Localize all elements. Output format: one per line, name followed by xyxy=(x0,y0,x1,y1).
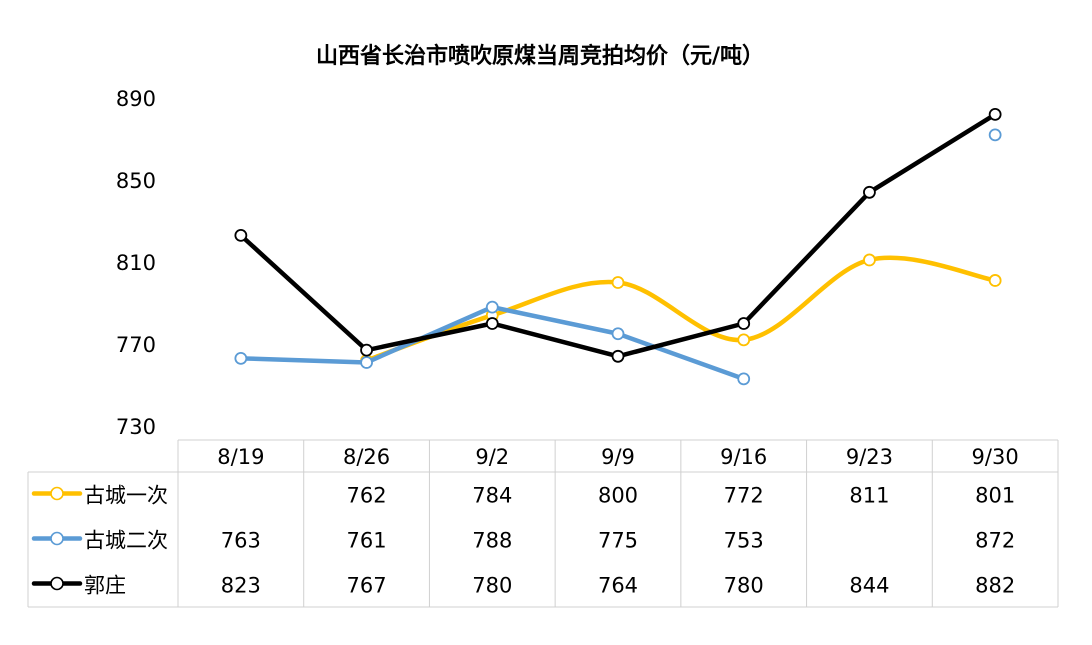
table-cell-value: 762 xyxy=(347,484,387,508)
y-tick-label: 810 xyxy=(116,251,156,275)
data-point xyxy=(611,349,625,363)
table-cell-value: 775 xyxy=(598,529,638,553)
y-tick-label: 730 xyxy=(116,415,156,439)
data-point xyxy=(988,128,1002,142)
data-point xyxy=(988,274,1002,287)
series-line xyxy=(238,112,998,359)
table-cell-value: 753 xyxy=(724,529,764,553)
table-cell-value: 811 xyxy=(849,484,889,508)
x-category-label: 9/30 xyxy=(972,445,1019,469)
y-tick-label: 850 xyxy=(116,169,156,193)
data-point xyxy=(360,356,373,369)
x-category-label: 9/9 xyxy=(601,445,635,469)
y-tick-label: 770 xyxy=(116,333,156,357)
data-point xyxy=(611,276,625,289)
x-category-label: 9/16 xyxy=(720,445,767,469)
data-point xyxy=(737,317,751,330)
table-cell-value: 788 xyxy=(472,529,512,553)
table-cell-value: 872 xyxy=(975,529,1015,553)
data-point xyxy=(360,343,373,357)
data-table: 8/19 8/26 9/2 9/9 9/16 9/23 9/30 古城一次 762 784 800 7… xyxy=(27,439,1059,608)
data-point xyxy=(863,185,876,199)
table-cell-value: 784 xyxy=(472,484,512,508)
legend-key xyxy=(31,531,83,546)
series-line xyxy=(364,255,998,363)
table-cell-value: 763 xyxy=(221,529,261,553)
data-point xyxy=(234,228,248,242)
data-point xyxy=(863,253,876,267)
data-point xyxy=(485,317,499,330)
plot-area xyxy=(234,108,1002,386)
chart-title: 山西省长治市喷吹原煤当周竞拍均价（元/吨） xyxy=(316,43,764,69)
legend-label: 古城一次 xyxy=(84,484,168,508)
table-cell-value: 761 xyxy=(347,529,387,553)
x-category-label: 8/19 xyxy=(217,445,264,469)
table-cell-value: 780 xyxy=(472,574,512,598)
table-cell-value: 823 xyxy=(221,574,261,598)
data-point xyxy=(485,300,499,314)
legend-label: 古城二次 xyxy=(84,529,168,553)
table-cell-value: 800 xyxy=(598,484,638,508)
data-point xyxy=(737,372,751,386)
data-point xyxy=(737,333,751,347)
y-tick-label: 890 xyxy=(116,87,156,111)
table-cell-value: 767 xyxy=(347,574,387,598)
data-point xyxy=(611,327,625,341)
x-category-label: 9/23 xyxy=(846,445,893,469)
table-cell-value: 801 xyxy=(975,484,1015,508)
y-axis: 890 850 810 770 730 xyxy=(116,87,156,439)
legend-label: 郭庄 xyxy=(84,574,126,598)
legend-key xyxy=(31,486,83,501)
table-cell-value: 780 xyxy=(724,574,764,598)
x-category-label: 9/2 xyxy=(475,445,509,469)
legend-key xyxy=(31,576,83,591)
table-cell-value: 772 xyxy=(724,484,764,508)
table-cell-value: 844 xyxy=(849,574,889,598)
table-cell-value: 882 xyxy=(975,574,1015,598)
x-category-label: 8/26 xyxy=(343,445,390,469)
table-cell-value: 764 xyxy=(598,574,638,598)
data-point xyxy=(988,108,1002,121)
data-point xyxy=(234,351,248,365)
